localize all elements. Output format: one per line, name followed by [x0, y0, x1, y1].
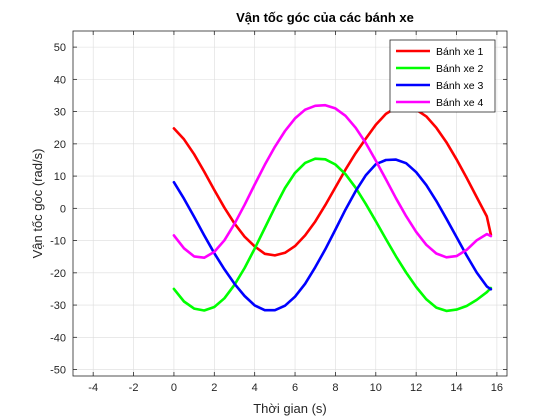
y-tick-label: 50 — [54, 42, 66, 54]
x-tick-label: 2 — [211, 382, 217, 394]
x-tick-label: -2 — [129, 382, 139, 394]
y-tick-label: 10 — [54, 171, 66, 183]
x-tick-label: 4 — [252, 382, 258, 394]
legend-label-1: Bánh xe 1 — [436, 46, 483, 58]
legend: Bánh xe 1 Bánh xe 2 Bánh xe 3 Bánh xe 4 — [389, 39, 496, 113]
series-line-4 — [172, 103, 493, 260]
x-tick-label: 12 — [410, 382, 422, 394]
series-line-2 — [172, 157, 493, 313]
y-tick-label: 20 — [54, 139, 66, 151]
y-tick-label: 40 — [54, 74, 66, 86]
x-tick-label: 16 — [491, 382, 503, 394]
axes-box — [72, 30, 508, 377]
x-axis-label: Thời gian (s) — [253, 401, 327, 416]
legend-label-4: Bánh xe 4 — [436, 97, 483, 109]
x-tick-label: 0 — [171, 382, 177, 394]
grid — [73, 31, 507, 376]
x-tick-label: 6 — [292, 382, 298, 394]
x-tick-label: -4 — [88, 382, 98, 394]
x-tick-label: 8 — [332, 382, 338, 394]
x-tick-label: 10 — [370, 382, 382, 394]
y-tick-label: 0 — [60, 203, 66, 215]
chart-title: Vận tốc góc của các bánh xe — [236, 10, 414, 25]
ticks: -4 -2 0 2 4 6 8 10 12 14 16-50-40-30-20-1001020304… — [50, 31, 507, 394]
y-tick-label: -20 — [50, 268, 66, 280]
y-tick-label: -50 — [50, 365, 66, 377]
legend-label-2: Bánh xe 2 — [436, 63, 483, 75]
series-line-3 — [172, 158, 493, 312]
legend-label-3: Bánh xe 3 — [436, 80, 483, 92]
y-tick-label: -10 — [50, 236, 66, 248]
y-tick-label: -40 — [50, 332, 66, 344]
x-tick-label: 14 — [450, 382, 462, 394]
y-axis-label: Vận tốc góc (rad/s) — [30, 149, 45, 259]
y-tick-label: -30 — [50, 300, 66, 312]
y-tick-label: 30 — [54, 107, 66, 119]
series-line-1 — [172, 105, 493, 257]
series-lines — [172, 103, 493, 313]
